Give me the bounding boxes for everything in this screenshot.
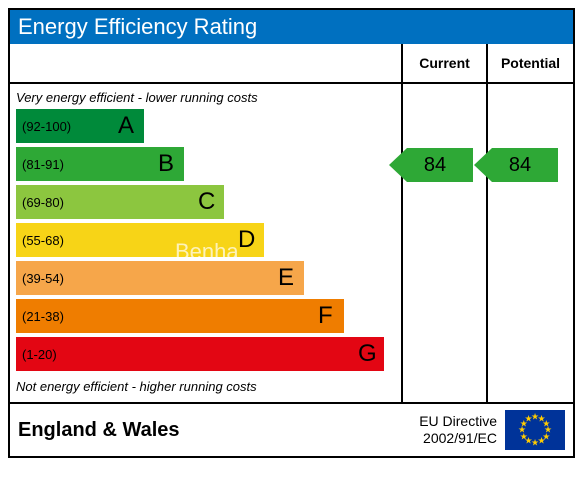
band-letter: C [198,188,215,216]
band-letter: A [118,112,134,140]
top-caption: Very energy efficient - lower running co… [10,84,401,109]
score-arrow: 84 [389,148,473,182]
band-letter: F [318,302,333,330]
band-range: (21-38) [16,309,64,324]
band-d: (55-68) D [16,223,264,257]
band-f: (21-38) F [16,299,344,333]
band-letter: G [358,340,377,368]
band-range: (39-54) [16,271,64,286]
band-range: (69-80) [16,195,64,210]
band-range: (55-68) [16,233,64,248]
footer-region: England & Wales [18,419,419,442]
band-range: (1-20) [16,347,57,362]
band-b: (81-91) B [16,147,184,181]
footer-directive: EU Directive 2002/91/EC [419,413,497,447]
current-header: Current [403,44,486,84]
band-a: (92-100) A [16,109,144,143]
band-e: (39-54) E [16,261,304,295]
band-range: (92-100) [16,119,71,134]
band-letter: E [278,264,294,292]
potential-column: Potential 84 [488,44,573,402]
current-column: Current 84 [403,44,488,402]
title-text: Energy Efficiency Rating [18,14,257,39]
band-range: (81-91) [16,157,64,172]
potential-header: Potential [488,44,573,84]
score-arrow: 84 [474,148,558,182]
title-bar: Energy Efficiency Rating [10,10,573,44]
band-letter: D [238,226,255,254]
score-value: 84 [509,154,531,177]
eu-flag-icon: ★★★★★★★★★★★★ [505,410,565,450]
band-letter: B [158,150,174,178]
chart-header-spacer [10,44,401,84]
band-c: (69-80) C [16,185,224,219]
directive-line2: 2002/91/EC [423,430,497,446]
directive-line1: EU Directive [419,413,497,429]
score-value: 84 [424,154,446,177]
band-g: (1-20) G [16,337,384,371]
footer: England & Wales EU Directive 2002/91/EC … [10,404,573,456]
bands-area: (92-100) A (81-91) B (69-80) C (55-68) D (39-54)… [10,109,401,371]
bottom-caption: Not energy efficient - higher running co… [10,375,401,402]
eu-star-icon: ★ [524,413,532,424]
chart-column: Very energy efficient - lower running co… [10,44,403,402]
main-row: Very energy efficient - lower running co… [10,44,573,404]
epc-container: Energy Efficiency Rating Very energy eff… [8,8,575,458]
